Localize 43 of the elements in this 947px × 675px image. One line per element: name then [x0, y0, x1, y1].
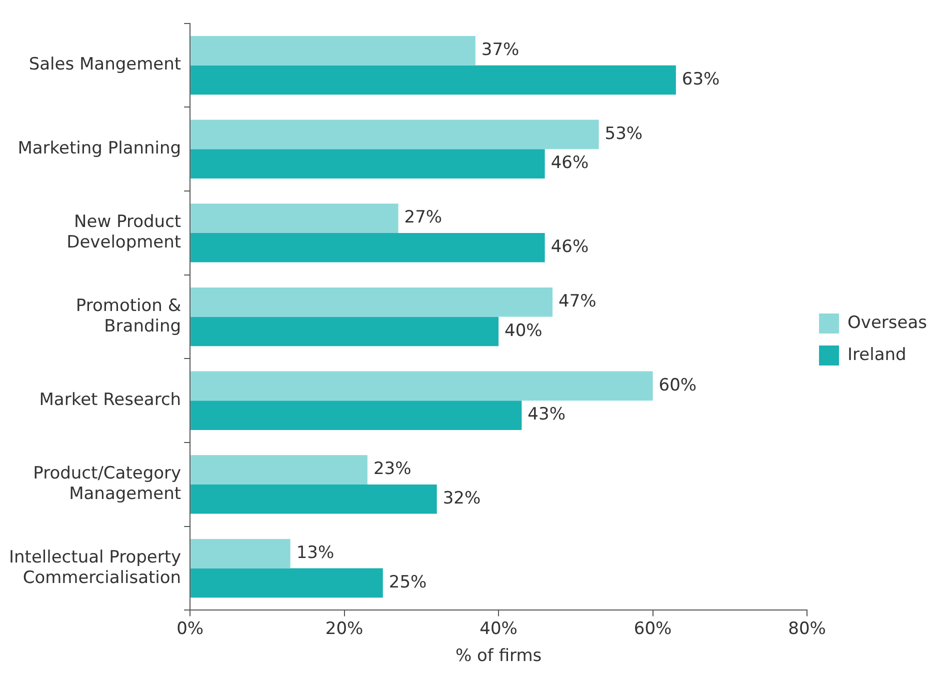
data-label: 13% — [296, 543, 334, 564]
data-label: 60% — [658, 375, 697, 396]
legend-label: Ireland — [848, 344, 906, 365]
bar — [190, 36, 476, 66]
bar — [190, 287, 553, 317]
y-tick-label: Intellectual Property Commercialisation — [8, 548, 182, 588]
bar — [190, 371, 653, 401]
bar — [190, 455, 368, 484]
data-label: 43% — [528, 404, 566, 425]
data-label: 63% — [682, 69, 720, 90]
y-tick-label: Sales Mangement — [28, 54, 182, 75]
x-tick-label: 60% — [634, 618, 672, 639]
y-tick-label: New Product Development — [66, 212, 182, 253]
bar — [190, 568, 383, 598]
y-tick-label: Promotion & Branding — [76, 296, 182, 336]
data-label: 46% — [550, 237, 589, 258]
y-tick-label: Product/Category Management — [33, 464, 182, 504]
bar — [190, 120, 599, 150]
data-label: 37% — [481, 40, 520, 60]
data-label: 27% — [404, 208, 442, 228]
data-label: 47% — [558, 292, 596, 312]
data-label: 53% — [604, 124, 643, 144]
x-tick-label: 40% — [480, 618, 518, 639]
data-label: 46% — [550, 153, 589, 174]
data-label: 32% — [442, 488, 481, 509]
bar — [190, 484, 437, 514]
bar — [190, 400, 522, 430]
bar — [190, 538, 290, 568]
data-label: 40% — [504, 320, 542, 341]
y-tick-label: Marketing Planning — [18, 138, 182, 159]
x-tick-label: 80% — [788, 618, 826, 639]
y-tick-label: Market Research — [39, 390, 182, 410]
bar — [190, 316, 499, 346]
bar — [190, 232, 545, 262]
x-axis-title: % of firms — [455, 646, 542, 666]
data-label: 25% — [388, 572, 427, 592]
legend-label: Overseas — [848, 312, 928, 333]
x-tick-label: 0% — [176, 618, 204, 639]
bar — [190, 204, 398, 233]
bar — [190, 149, 545, 178]
x-tick-label: 20% — [325, 618, 364, 639]
bar — [190, 65, 676, 95]
data-label: 23% — [373, 459, 412, 480]
